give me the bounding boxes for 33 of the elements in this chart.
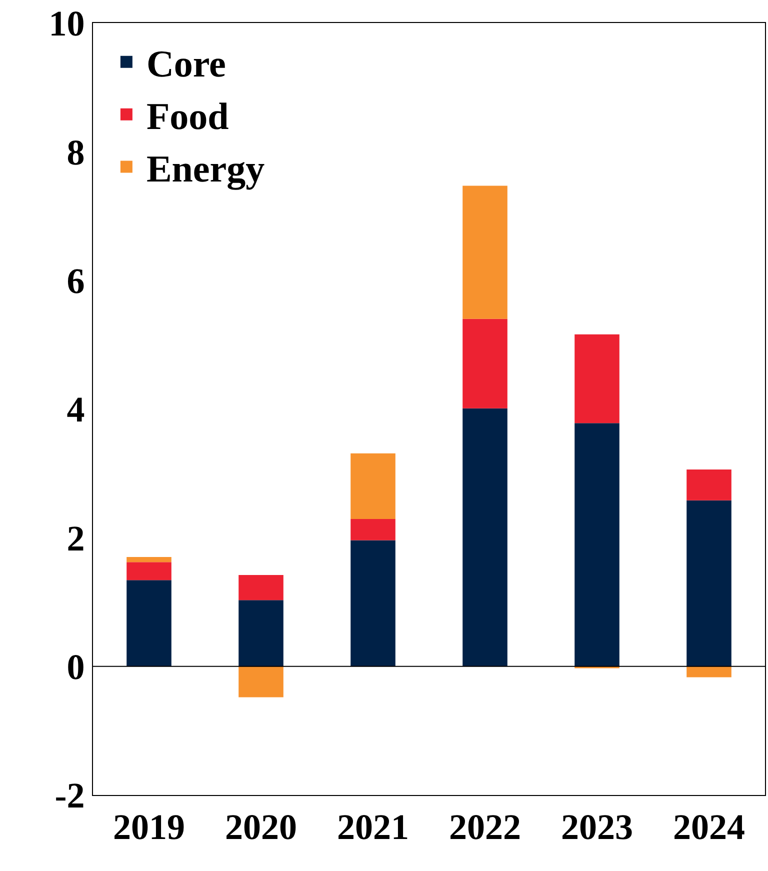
x-tick-label: 2024 bbox=[673, 807, 745, 848]
y-tick-label: 6 bbox=[66, 260, 85, 301]
bar bbox=[238, 666, 284, 698]
bar bbox=[126, 556, 172, 562]
bar bbox=[350, 453, 396, 520]
bar bbox=[574, 334, 620, 424]
bar bbox=[350, 519, 396, 540]
y-tick-label: 2 bbox=[66, 518, 85, 558]
bar bbox=[686, 666, 732, 678]
x-tick-label: 2023 bbox=[561, 807, 633, 848]
bar bbox=[238, 600, 284, 666]
bar bbox=[238, 574, 284, 600]
x-tick-label: 2019 bbox=[113, 807, 185, 848]
bar bbox=[126, 562, 172, 580]
bar bbox=[462, 318, 508, 408]
y-tick-label: 8 bbox=[66, 132, 85, 172]
legend-label: Core bbox=[146, 44, 226, 86]
x-tick-label: 2020 bbox=[225, 807, 297, 848]
x-tick-label: 2021 bbox=[337, 807, 409, 848]
y-tick-label: 4 bbox=[66, 390, 85, 430]
bar bbox=[350, 540, 396, 666]
legend-label: Energy bbox=[146, 148, 265, 191]
legend-label: Food bbox=[146, 96, 229, 138]
y-tick-label: 0 bbox=[66, 646, 85, 687]
bar bbox=[126, 580, 172, 666]
y-tick-label: 10 bbox=[48, 4, 85, 44]
bar bbox=[574, 423, 620, 666]
bar bbox=[686, 469, 732, 500]
bar bbox=[462, 408, 508, 666]
bar bbox=[462, 186, 508, 319]
x-tick-label: 2022 bbox=[449, 807, 521, 848]
y-tick-label: -2 bbox=[54, 776, 85, 816]
bar bbox=[686, 500, 732, 666]
